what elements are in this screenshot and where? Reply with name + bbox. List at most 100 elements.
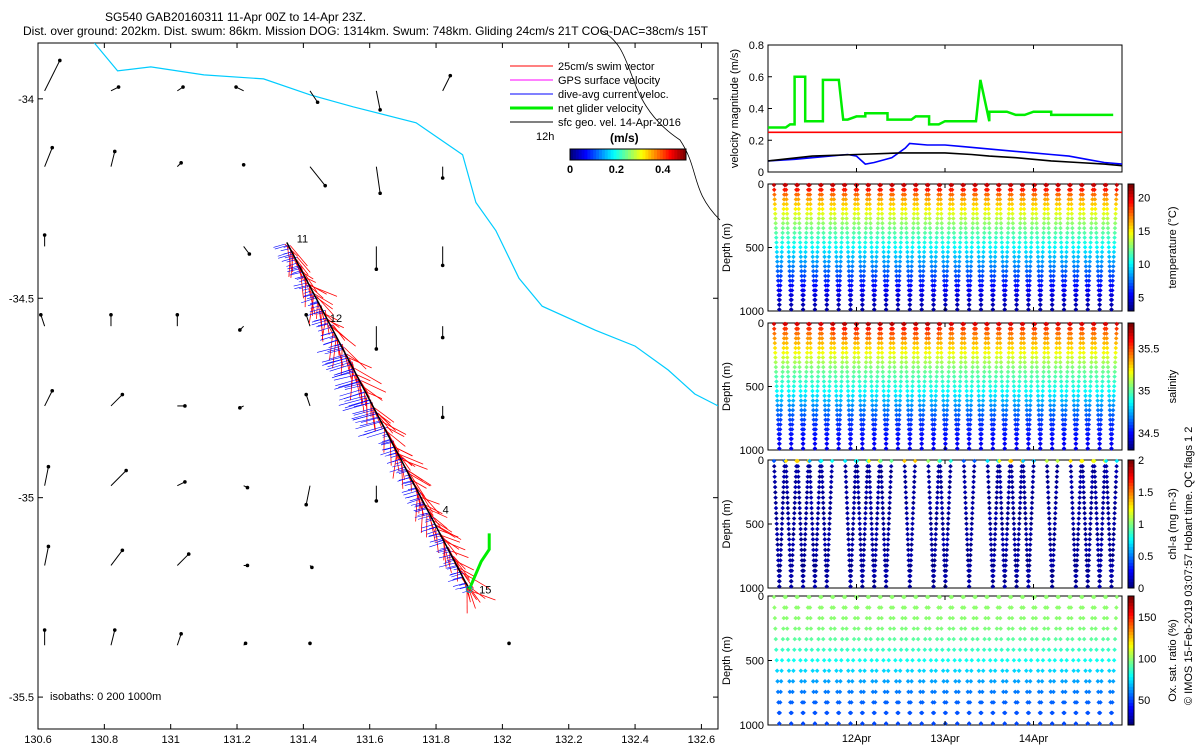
dac-vector: [397, 468, 407, 472]
temperature-point: [885, 273, 890, 279]
map-x-tick-label: 132.4: [621, 734, 649, 746]
temperature-point: [894, 268, 899, 274]
temperature-point: [905, 259, 911, 264]
temperature-point: [775, 273, 781, 279]
temperature-point: [824, 307, 830, 312]
dac-vector: [320, 335, 337, 341]
temperature-colorbar-segment: [1128, 209, 1134, 214]
map-colorbar-segment: [648, 149, 652, 160]
temperature-point: [845, 254, 851, 260]
temperature-point: [929, 268, 935, 274]
dac-vector: [298, 285, 310, 290]
map-colorbar-segment: [639, 149, 643, 160]
chlorophyll-colorbar-segment: [1128, 530, 1134, 535]
swim-vector: [468, 585, 486, 599]
velocity-y-tick-label: 0.2: [749, 135, 764, 147]
swim-vector: [442, 540, 466, 551]
dac-vector: [409, 497, 422, 502]
velocity-y-tick-label: 0.4: [749, 104, 764, 116]
swim-vector: [469, 590, 496, 601]
dac-vector: [327, 360, 349, 368]
temperature-point: [897, 264, 903, 269]
temperature-point: [789, 288, 795, 293]
dac-vector: [447, 577, 463, 582]
chlorophyll-colorbar-segment: [1128, 568, 1134, 573]
temperature-point: [846, 273, 852, 279]
salinity-colorbar-segment: [1128, 364, 1134, 368]
chlorophyll-colorbar-segment: [1128, 527, 1134, 531]
map-colorbar-segment: [616, 149, 620, 160]
chlorophyll-colorbar-segment: [1128, 514, 1134, 519]
geo-vector-head: [238, 328, 242, 332]
geo-vector-head: [181, 85, 185, 89]
swim-vector: [427, 508, 448, 518]
temperature-point: [917, 259, 922, 264]
dac-vector: [415, 503, 424, 507]
map-colorbar-tick: 0: [567, 164, 573, 176]
chlorophyll-colorbar-segment: [1128, 501, 1134, 506]
temperature-point: [906, 273, 911, 279]
swim-vector: [377, 413, 391, 424]
swim-vector: [356, 374, 371, 382]
map-colorbar-segment: [587, 149, 591, 160]
chlorophyll-colorbar-segment: [1128, 575, 1134, 579]
dac-vector: [389, 466, 406, 473]
temperature-point: [870, 273, 876, 279]
geo-vector-head: [245, 485, 250, 490]
temperature-point: [778, 283, 783, 288]
dac-vector: [428, 533, 439, 538]
dac-vector: [352, 407, 375, 415]
temperature-point: [801, 302, 806, 307]
dac-vector: [348, 399, 371, 407]
swim-vector: [459, 567, 475, 577]
temperature-colorbar-segment: [1128, 187, 1134, 191]
temperature-point: [801, 283, 807, 288]
temperature-point: [846, 264, 851, 269]
track-time-label: 4: [443, 505, 449, 517]
map-colorbar-segment: [677, 149, 681, 160]
swim-vector: [412, 480, 427, 489]
map-x-tick-label: 132.6: [688, 734, 716, 746]
temperature-colorbar-segment: [1128, 212, 1134, 217]
dac-vector: [404, 483, 413, 486]
geo-vector-head: [179, 632, 183, 636]
geo-vector-head: [304, 312, 309, 317]
temperature-point: [802, 268, 807, 274]
temperature-point: [825, 273, 831, 279]
temperature-colorbar-tick: 10: [1138, 259, 1150, 271]
figure-title-line1: SG540 GAB20160311 11-Apr 00Z to 14-Apr 2…: [105, 10, 367, 24]
swim-vector: [361, 385, 383, 401]
salinity-colorbar-segment: [1128, 348, 1134, 353]
geo-vector-head: [245, 563, 250, 568]
chlorophyll-colorbar-segment: [1128, 498, 1134, 503]
temperature-point: [775, 268, 780, 274]
dac-vector: [452, 582, 467, 587]
temperature-point: [919, 297, 925, 303]
salinity-colorbar-segment: [1128, 332, 1134, 337]
dac-vector: [284, 255, 293, 259]
dac-vector: [323, 340, 337, 346]
geo-vector-head: [304, 392, 309, 397]
dac-vector: [429, 538, 444, 543]
geo-vector-head: [112, 149, 117, 154]
map-colorbar-segment: [657, 149, 661, 160]
temperature-point: [848, 302, 853, 307]
salinity-colorbar-segment: [1128, 396, 1134, 400]
temperature-point: [802, 259, 808, 264]
geo-vector: [309, 90, 319, 103]
dac-vector: [318, 326, 332, 332]
chlorophyll-colorbar-segment: [1128, 524, 1134, 528]
temperature-point: [882, 268, 887, 274]
chlorophyll-colorbar-segment: [1128, 504, 1134, 509]
dac-vector: [364, 426, 384, 433]
chlorophyll-colorbar-segment: [1128, 466, 1134, 471]
temperature-point: [896, 297, 901, 303]
dac-vector: [401, 488, 417, 493]
temperature-y-tick-label: 0: [758, 179, 764, 191]
temperature-point: [907, 297, 913, 303]
swim-vector: [463, 572, 490, 589]
temperature-point: [849, 273, 855, 279]
temperature-point: [906, 278, 911, 284]
